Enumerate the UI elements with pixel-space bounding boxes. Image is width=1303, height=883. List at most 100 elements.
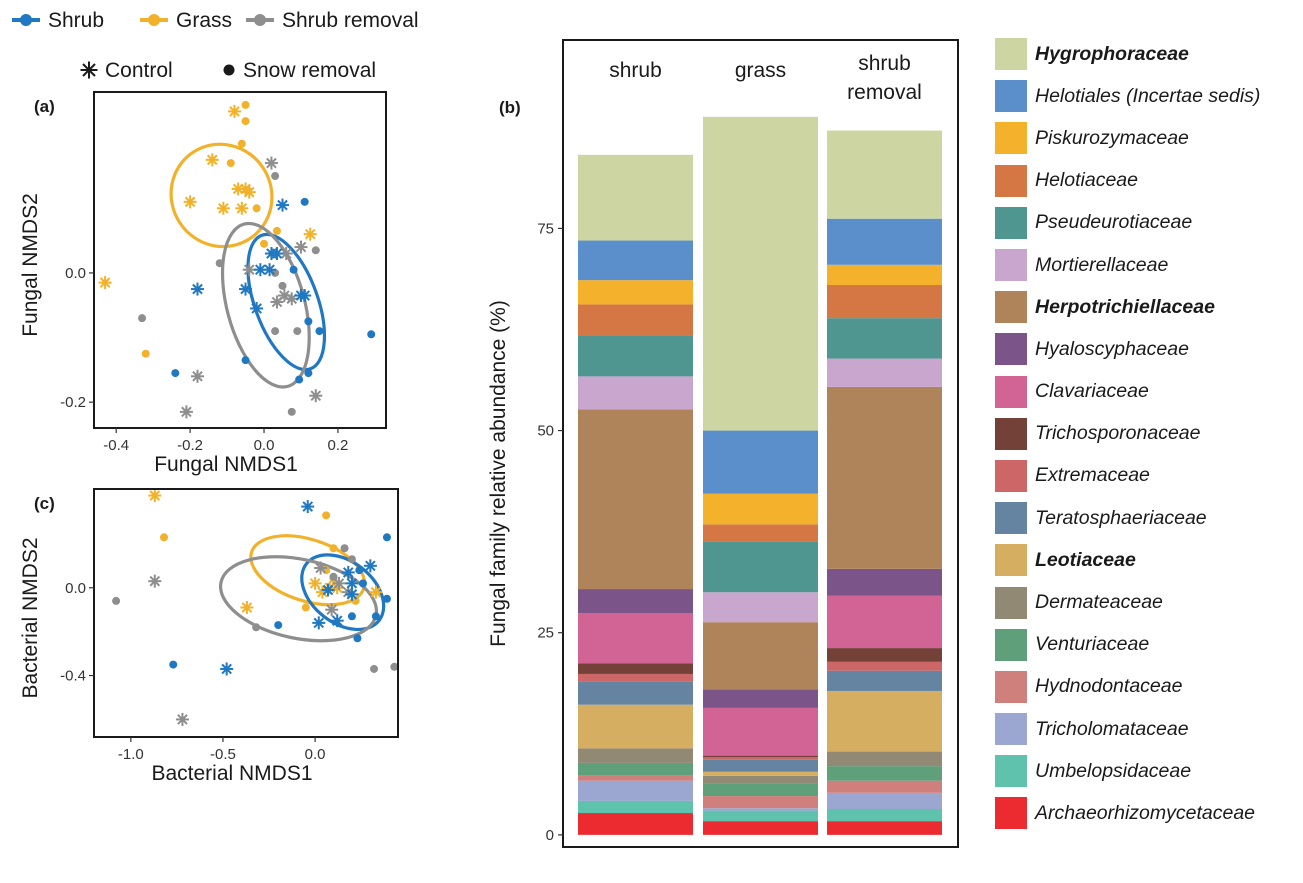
point-asterisk-stroke	[243, 264, 255, 275]
point-asterisk-stroke	[251, 303, 262, 314]
point-asterisk-stroke	[322, 584, 334, 596]
point-asterisk-stroke	[346, 589, 358, 600]
point-dot	[112, 596, 121, 605]
bar-segment	[827, 386, 942, 569]
point-asterisk	[270, 247, 284, 261]
point-asterisk-stroke	[177, 714, 188, 725]
point-asterisk-stroke	[192, 283, 203, 295]
point-asterisk-stroke	[346, 578, 358, 589]
legend-dot	[148, 14, 160, 26]
control-asterisk-icon-stroke	[82, 63, 96, 77]
x-tick-label: -0.4	[103, 437, 129, 454]
bar-segment	[827, 690, 942, 752]
point-asterisk	[148, 574, 162, 588]
point-dot	[237, 139, 246, 148]
point-asterisk	[270, 295, 284, 309]
point-asterisk-stroke	[313, 617, 325, 629]
legend-item: Trichosporonaceae	[995, 413, 1260, 455]
y-axis-label: Fungal NMDS2	[19, 193, 42, 337]
legend-label: Hydnodontaceae	[1035, 675, 1183, 698]
point-dot	[311, 246, 320, 255]
point-asterisk	[242, 185, 256, 199]
legend-swatch	[995, 375, 1027, 408]
point-asterisk	[301, 500, 315, 514]
legend-label-grass: Grass	[176, 9, 232, 32]
legend-swatch	[995, 333, 1027, 366]
legend-swatch	[995, 502, 1027, 535]
bar-segment	[578, 589, 693, 614]
control-asterisk-icon	[80, 61, 98, 79]
x-axis-label: Fungal NMDS1	[154, 453, 298, 476]
point-asterisk-stroke	[181, 406, 192, 418]
point-asterisk-stroke	[229, 106, 240, 117]
point-asterisk-stroke	[264, 264, 275, 275]
point-asterisk-stroke	[149, 490, 161, 501]
y-axis-label: Fungal family relative abundance (%)	[487, 300, 510, 647]
bar-segment	[578, 748, 693, 763]
legend-swatch	[995, 670, 1027, 703]
legend-label: Clavariaceae	[1035, 380, 1149, 403]
legend-label: Dermateaceae	[1035, 591, 1163, 614]
bar-segment	[703, 808, 818, 811]
point-asterisk	[231, 182, 245, 196]
point-dot	[347, 555, 356, 564]
point-asterisk-stroke	[295, 241, 307, 253]
point-asterisk	[294, 240, 308, 254]
bar-segment	[578, 813, 693, 835]
legend-swatch	[995, 713, 1027, 746]
legend-item: Helotiales (Incertae sedis)	[995, 75, 1260, 117]
point-asterisk-stroke	[192, 371, 203, 382]
legend-item: Hygrophoraceae	[995, 33, 1260, 75]
point-asterisk	[276, 198, 290, 212]
legend-item: Umbelopsidaceae	[995, 750, 1260, 792]
legend-item: Extremaceae	[995, 455, 1260, 497]
point-asterisk	[332, 576, 346, 590]
bar-segment	[827, 661, 942, 671]
legend-swatch	[995, 417, 1027, 450]
point-dot	[340, 544, 349, 553]
bar-segment	[703, 707, 818, 756]
legend-label-shrub: Shrub	[48, 9, 104, 32]
point-asterisk	[308, 576, 322, 590]
point-dot	[160, 533, 169, 542]
point-dot	[274, 621, 283, 630]
category-label: shrub	[609, 59, 662, 82]
point-asterisk	[298, 289, 312, 303]
point-dot	[353, 634, 362, 643]
bar-segment	[578, 663, 693, 674]
point-asterisk-stroke	[236, 203, 248, 214]
x-tick-label: -0.2	[177, 437, 203, 454]
legend-label: Pseudeurotiaceae	[1035, 211, 1193, 234]
point-asterisk	[369, 585, 383, 599]
legend-item: Teratosphaeriaceae	[995, 497, 1260, 539]
bar-segment	[578, 673, 693, 682]
point-dot	[315, 327, 324, 336]
point-asterisk	[227, 104, 241, 118]
point-asterisk	[242, 263, 256, 277]
legend-label: Herpotrichiellaceae	[1035, 295, 1215, 318]
bacterial-nmds-panel: (c) -1.0 -0.5 0.0 0.0 -0.4 Bacterial NMDS1 Bact…	[19, 488, 399, 785]
point-asterisk-stroke	[315, 562, 326, 574]
legend-label: Helotiaceae	[1035, 169, 1138, 192]
point-asterisk	[190, 369, 204, 383]
bar-segment	[827, 218, 942, 265]
point-asterisk-stroke	[310, 390, 322, 401]
legend-swatch	[995, 206, 1027, 239]
legend-item: Herpotrichiellaceae	[995, 286, 1260, 328]
bar-segment	[578, 704, 693, 749]
legend-swatch	[995, 38, 1027, 71]
point-asterisk	[325, 603, 339, 617]
point-asterisk	[98, 276, 112, 290]
point-dot	[278, 281, 287, 290]
point-asterisk	[363, 559, 377, 573]
bar-segment	[827, 808, 942, 822]
bar-segment	[703, 810, 818, 822]
point-dot	[300, 197, 309, 206]
point-asterisk	[235, 201, 249, 215]
bar-segment	[703, 755, 818, 758]
bar-segment	[578, 154, 693, 241]
bar-segment	[578, 409, 693, 590]
legend-label-snow-removal: Snow removal	[243, 59, 376, 82]
group-legend: Shrub Grass Shrub removal Control Snow remov…	[12, 9, 419, 82]
point-asterisk-stroke	[240, 283, 251, 295]
